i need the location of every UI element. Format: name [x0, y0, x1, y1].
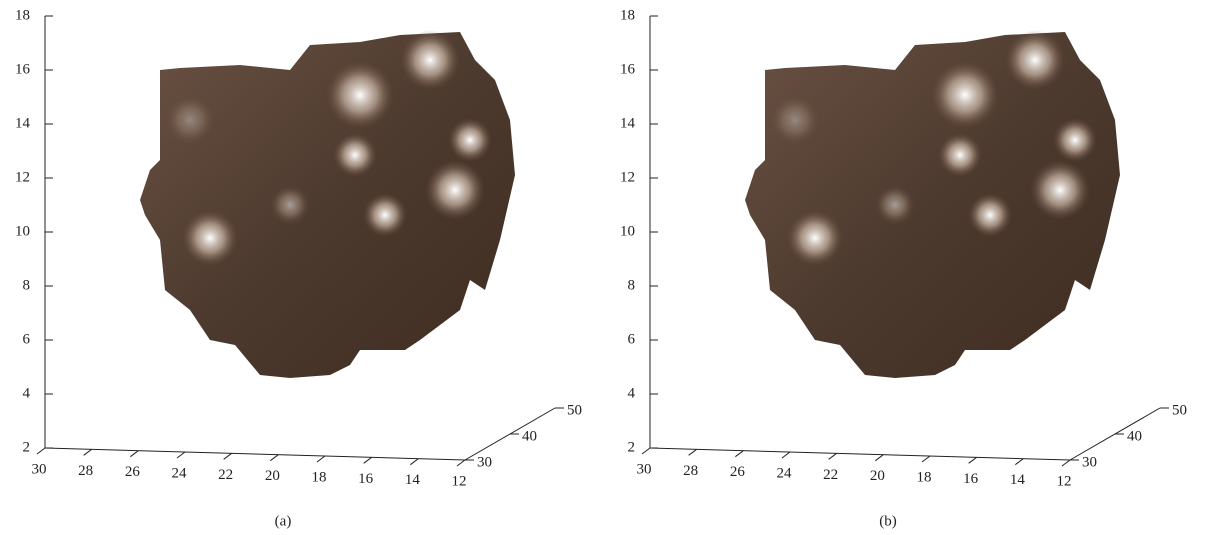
z-tick-label: 6	[23, 331, 31, 347]
x-tick	[969, 457, 977, 463]
x-tick-label: 22	[823, 467, 838, 483]
x-tick-label: 20	[870, 468, 885, 484]
caption: (a)	[275, 513, 292, 529]
x-tick-label: 14	[1010, 472, 1026, 488]
x-tick	[317, 456, 325, 462]
x-tick	[37, 448, 45, 454]
x-tick-label: 20	[265, 468, 280, 484]
x-tick	[689, 449, 697, 455]
z-tick-label: 4	[628, 385, 636, 401]
z-tick-label: 12	[15, 169, 30, 185]
x-tick-label: 16	[358, 471, 374, 487]
z-tick-label: 8	[23, 277, 31, 293]
x-tick	[1015, 459, 1023, 465]
z-tick-label: 4	[23, 385, 31, 401]
z-tick-label: 18	[620, 7, 635, 23]
x-tick	[410, 459, 418, 465]
y-tick-label: 30	[477, 454, 492, 470]
x-tick-label: 28	[683, 463, 698, 479]
x-tick	[224, 453, 232, 459]
z-tick-label: 2	[23, 439, 31, 455]
y-tick-label: 30	[1082, 454, 1097, 470]
z-tick-label: 16	[620, 61, 636, 77]
x-axis	[45, 448, 465, 460]
x-tick	[364, 457, 372, 463]
y-tick-label: 40	[1127, 428, 1142, 444]
x-tick	[782, 452, 790, 458]
z-tick-label: 2	[628, 439, 636, 455]
z-tick-label: 18	[15, 7, 30, 23]
surface	[140, 30, 515, 378]
caption: (b)	[879, 513, 897, 529]
y-tick-label: 40	[522, 428, 537, 444]
x-tick	[177, 452, 185, 458]
x-tick-label: 24	[172, 465, 188, 481]
z-tick-label: 8	[628, 277, 636, 293]
x-tick	[457, 460, 465, 466]
surface	[745, 30, 1120, 378]
z-tick-label: 14	[620, 115, 636, 131]
x-tick	[84, 449, 92, 455]
x-tick-label: 26	[730, 464, 746, 480]
x-tick-label: 14	[405, 472, 421, 488]
y-tick-label: 50	[567, 402, 582, 418]
x-tick	[642, 448, 650, 454]
x-tick	[829, 453, 837, 459]
x-tick	[1062, 460, 1070, 466]
x-tick-label: 26	[125, 464, 141, 480]
x-tick-label: 30	[637, 461, 652, 477]
z-tick-label: 14	[15, 115, 31, 131]
x-tick	[270, 455, 278, 461]
x-tick	[130, 451, 138, 457]
x-tick-label: 12	[1057, 473, 1072, 489]
x-tick-label: 16	[963, 471, 979, 487]
z-tick-label: 10	[15, 223, 30, 239]
z-tick-label: 16	[15, 61, 31, 77]
x-tick-label: 18	[312, 469, 327, 485]
x-tick-label: 24	[777, 465, 793, 481]
x-tick-label: 12	[452, 473, 467, 489]
x-axis	[650, 448, 1070, 460]
figure: 2468101214161830282624222018161412304050…	[0, 0, 1208, 535]
x-tick	[922, 456, 930, 462]
x-tick	[735, 451, 743, 457]
x-tick-label: 28	[78, 463, 93, 479]
x-tick-label: 30	[32, 461, 47, 477]
y-tick-label: 50	[1172, 402, 1187, 418]
x-tick-label: 18	[917, 469, 932, 485]
z-tick-label: 12	[620, 169, 635, 185]
x-tick-label: 22	[218, 467, 233, 483]
x-tick	[875, 455, 883, 461]
z-tick-label: 10	[620, 223, 635, 239]
z-tick-label: 6	[628, 331, 636, 347]
